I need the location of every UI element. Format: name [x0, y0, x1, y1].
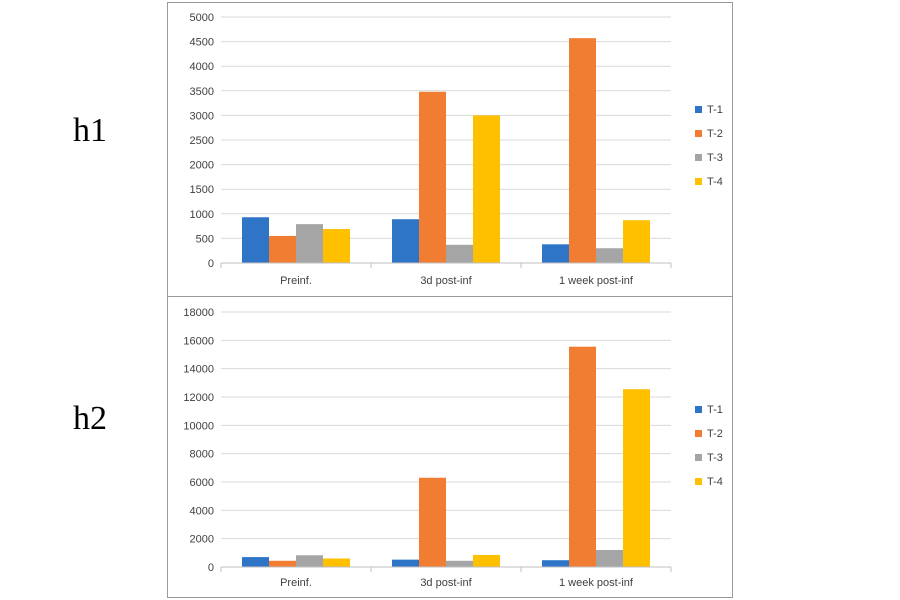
- legend-swatch-t-1: [695, 406, 702, 413]
- bar-t-3-1: [296, 555, 323, 567]
- bar-t-1-2: [392, 559, 419, 567]
- panel-label-h1: h1: [73, 112, 107, 149]
- legend-swatch-t-1: [695, 106, 702, 113]
- bar-t-4-3: [623, 220, 650, 263]
- y-tick-label: 12000: [183, 392, 214, 404]
- bar-t-3-2: [446, 244, 473, 263]
- chart-h2: 0 2000 4000 6000 8000 10000 12000 14000 16000 180…: [183, 307, 723, 589]
- y-tick-label: 4500: [190, 37, 214, 49]
- bar-t-1-1: [242, 557, 269, 567]
- bar-t-2-3: [569, 38, 596, 263]
- y-tick-label: 4000: [190, 61, 214, 73]
- y-tick-label: 500: [196, 233, 214, 245]
- y-tick-label: 6000: [190, 477, 214, 489]
- y-tick-label: 16000: [183, 335, 214, 347]
- bar-t-3-1: [296, 224, 323, 263]
- chart-panel-h1: 0 500 1000 1500 2000 2500 3000 3500 4000 4500 5000…: [167, 2, 733, 297]
- legend-swatch-t-3: [695, 454, 702, 461]
- bar-t-2-2: [419, 91, 446, 263]
- bar-t-4-2: [473, 115, 500, 264]
- y-tick-label: 14000: [183, 364, 214, 376]
- y-tick-label: 8000: [190, 449, 214, 461]
- bar-t-3-3: [596, 550, 623, 567]
- y-tick-label: 2000: [190, 160, 214, 172]
- chart-panel-h2: 0 2000 4000 6000 8000 10000 12000 14000 16000 180…: [167, 296, 733, 598]
- y-tick-label: 5000: [190, 12, 214, 24]
- legend-swatch-t-2: [695, 130, 702, 137]
- panel-label-h2: h2: [73, 400, 107, 437]
- legend-swatch-t-4: [695, 178, 702, 185]
- bar-t-1-3: [542, 560, 569, 567]
- bar-t-4-2: [473, 554, 500, 567]
- x-category-label: 3d post-inf: [420, 577, 472, 589]
- bar-t-1-2: [392, 219, 419, 263]
- bar-t-4-1: [323, 229, 350, 263]
- legend-label-t-2: T-2: [707, 428, 723, 440]
- legend-swatch-t-4: [695, 478, 702, 485]
- legend-label-t-1: T-1: [707, 104, 723, 116]
- y-tick-label: 18000: [183, 307, 214, 319]
- legend-label-t-4: T-4: [707, 176, 723, 188]
- x-category-label: 1 week post-inf: [559, 577, 634, 589]
- legend-swatch-t-3: [695, 154, 702, 161]
- x-category-label: Preinf.: [280, 275, 312, 287]
- y-tick-label: 1500: [190, 184, 214, 196]
- x-category-label: Preinf.: [280, 577, 312, 589]
- x-category-label: 1 week post-inf: [559, 275, 634, 287]
- y-tick-label: 4000: [190, 505, 214, 517]
- y-tick-label: 0: [208, 562, 214, 574]
- bar-t-4-3: [623, 389, 650, 567]
- x-category-label: 3d post-inf: [420, 275, 472, 287]
- y-tick-label: 1000: [190, 209, 214, 221]
- bar-t-2-1: [269, 235, 296, 263]
- y-tick-label: 2500: [190, 135, 214, 147]
- legend-label-t-3: T-3: [707, 452, 723, 464]
- y-tick-label: 2000: [190, 534, 214, 546]
- legend-label-t-2: T-2: [707, 128, 723, 140]
- legend-label-t-1: T-1: [707, 404, 723, 416]
- bar-t-4-1: [323, 558, 350, 567]
- bar-t-1-1: [242, 217, 269, 263]
- bar-t-3-2: [446, 560, 473, 567]
- legend-swatch-t-2: [695, 430, 702, 437]
- legend-label-t-4: T-4: [707, 476, 723, 488]
- y-tick-label: 10000: [183, 420, 214, 432]
- bar-t-2-3: [569, 346, 596, 567]
- bar-t-1-3: [542, 244, 569, 263]
- bar-t-3-3: [596, 248, 623, 263]
- y-tick-label: 0: [208, 258, 214, 270]
- bar-t-2-2: [419, 477, 446, 567]
- y-tick-label: 3500: [190, 86, 214, 98]
- chart-h1: 0 500 1000 1500 2000 2500 3000 3500 4000 4500 5000…: [190, 12, 723, 287]
- bar-t-2-1: [269, 560, 296, 567]
- legend-label-t-3: T-3: [707, 152, 723, 164]
- y-tick-label: 3000: [190, 110, 214, 122]
